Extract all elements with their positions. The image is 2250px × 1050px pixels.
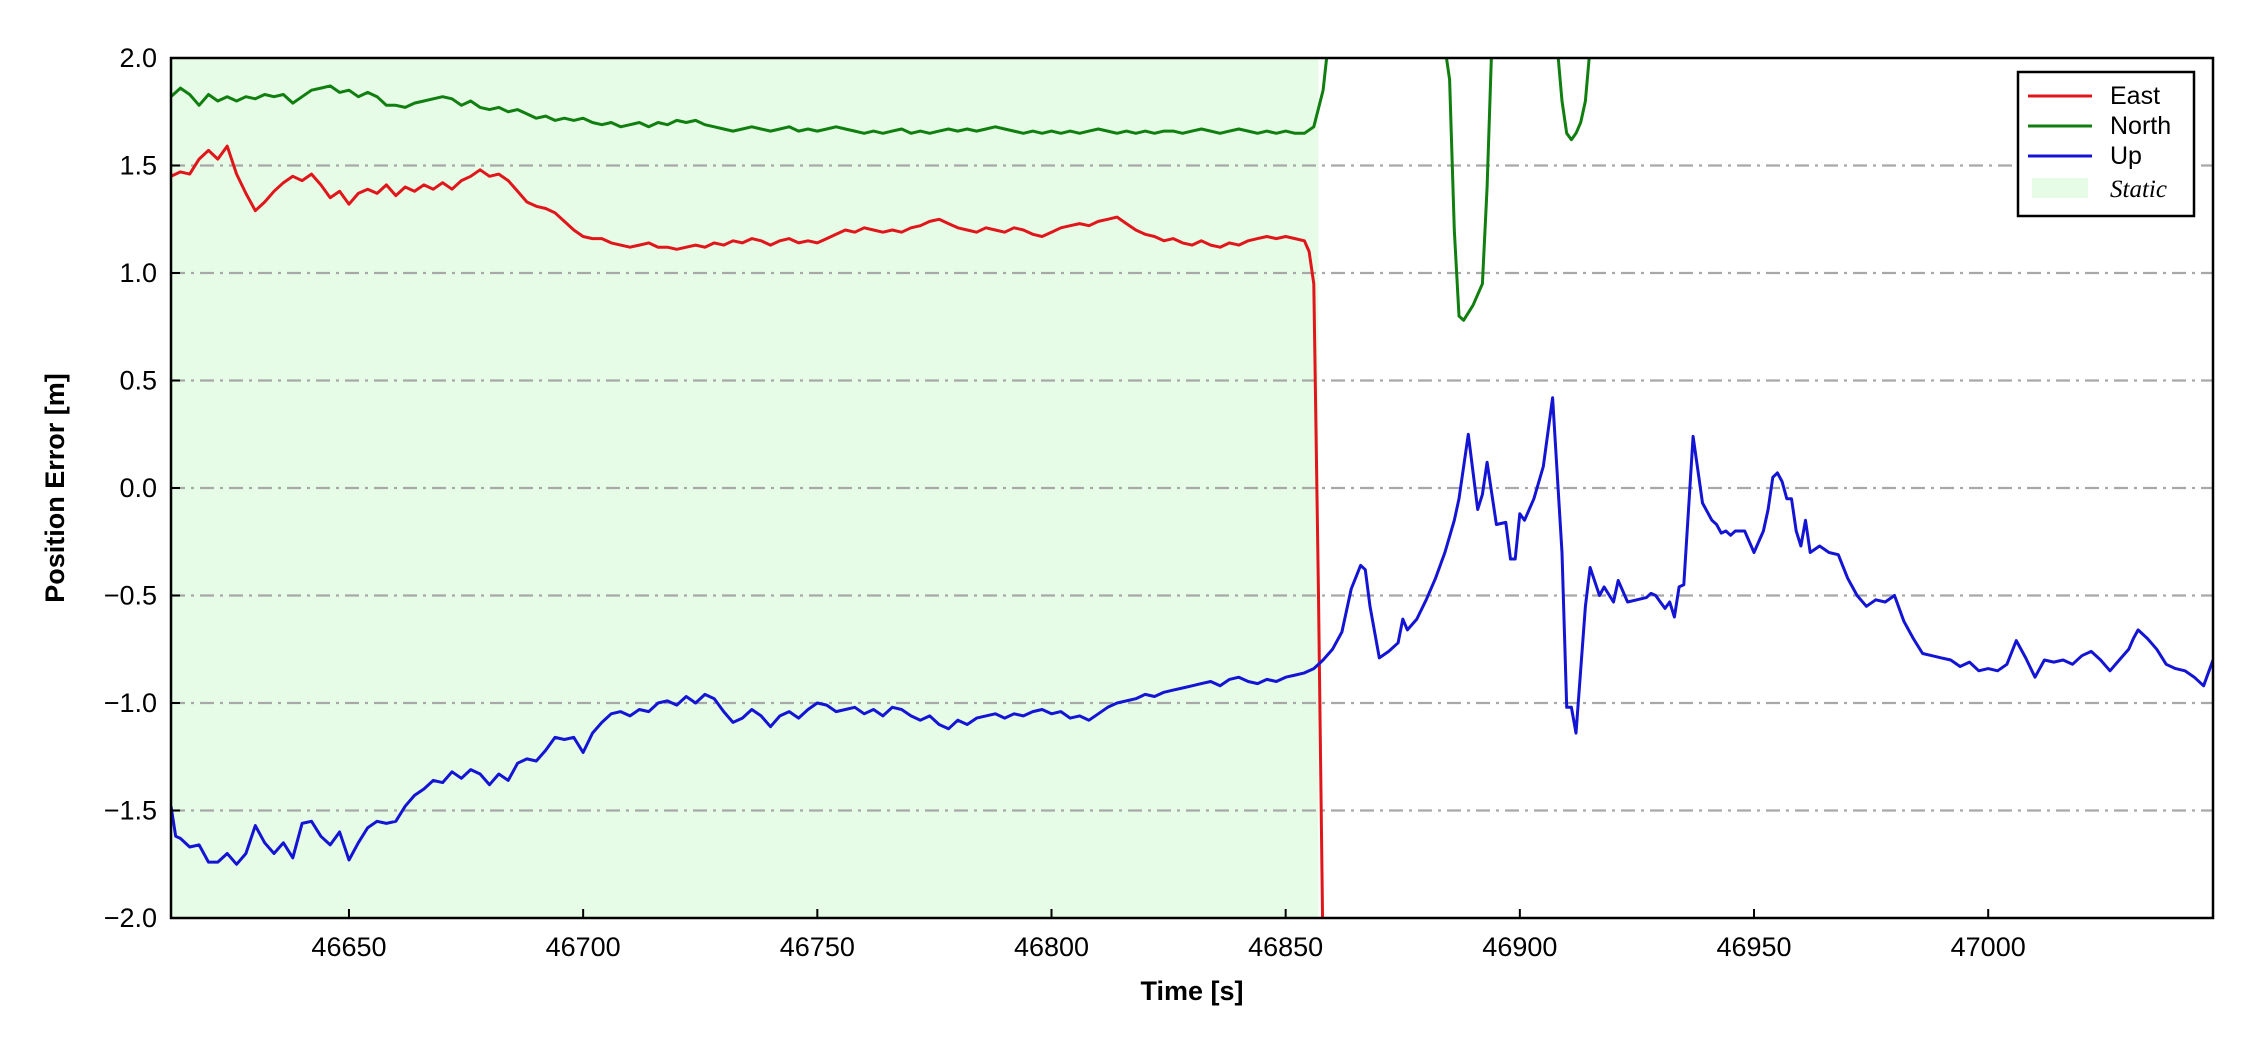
legend-label-north: North	[2110, 112, 2171, 140]
x-tick-label: 46850	[1248, 932, 1323, 962]
series-line-up	[171, 396, 2213, 866]
label-layer: 46650 46700 46750 46800 46850 46900 46950 47000…	[104, 43, 2026, 962]
y-tick-label: 0.5	[119, 366, 157, 396]
legend: East North Up Static	[2016, 70, 2196, 218]
legend-label-east: East	[2110, 82, 2160, 110]
y-tick-label: 2.0	[119, 43, 157, 73]
x-tick-label: 47000	[1951, 932, 2026, 962]
y-tick-label: −1.0	[104, 688, 157, 718]
x-tick-label: 46800	[1014, 932, 1089, 962]
grid-layer	[171, 164, 2213, 812]
legend-label-static: Static	[2110, 176, 2167, 203]
tick-layer	[171, 57, 1990, 919]
y-tick-label: −0.5	[104, 581, 157, 611]
legend-swatch-static	[2032, 178, 2088, 198]
series-line-north	[171, 58, 1591, 322]
x-axis-title: Time [s]	[1140, 976, 1243, 1006]
legend-label-up: Up	[2110, 142, 2142, 170]
x-tick-label: 46950	[1716, 932, 1791, 962]
y-tick-label: −1.5	[104, 796, 157, 826]
y-tick-label: 1.5	[119, 151, 157, 181]
x-tick-label: 46700	[546, 932, 621, 962]
y-tick-label: 0.0	[119, 473, 157, 503]
y-axis-title: Position Error [m]	[40, 373, 70, 603]
series-line-east	[171, 144, 1325, 918]
x-tick-label: 46900	[1482, 932, 1557, 962]
series-layer	[171, 58, 2213, 918]
y-tick-label: 1.0	[119, 258, 157, 288]
y-tick-label: −2.0	[104, 903, 157, 933]
x-tick-label: 46650	[311, 932, 386, 962]
x-tick-label: 46750	[780, 932, 855, 962]
